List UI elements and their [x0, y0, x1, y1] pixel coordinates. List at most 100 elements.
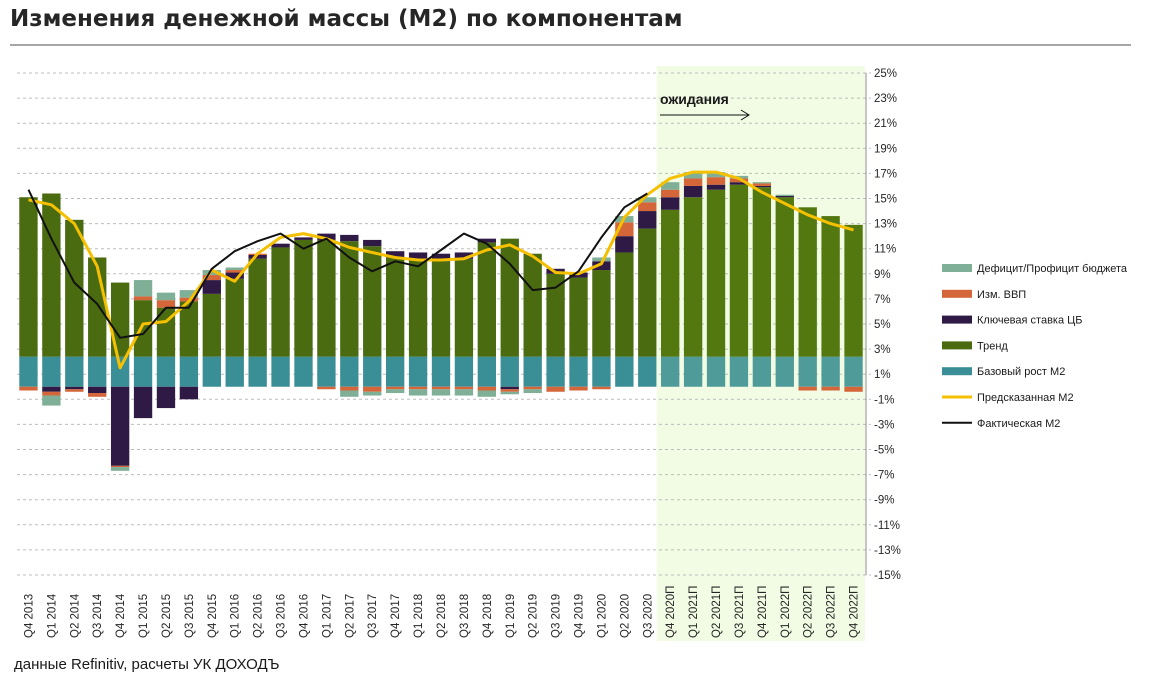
x-tick-label: Q4 2022П — [849, 586, 861, 638]
bar-segment — [683, 197, 703, 357]
bar-segment — [340, 386, 359, 391]
x-tick-label: Q4 2015 — [207, 594, 219, 638]
bar-segment — [821, 356, 840, 387]
bar-segment — [661, 209, 680, 357]
x-tick-label: Q4 2013 — [23, 594, 35, 638]
actual-m2-line — [27, 189, 648, 339]
x-tick-label: Q4 2020П — [665, 586, 677, 638]
title-divider — [10, 44, 1131, 46]
source-note: данные Refinitiv, расчеты УК ДОХОДЪ — [14, 656, 280, 673]
bar-segment — [431, 356, 451, 387]
bar-segment — [156, 386, 176, 409]
bar-segment — [156, 300, 176, 308]
bar-segment — [133, 300, 153, 357]
x-tick-label: Q2 2018 — [436, 594, 448, 638]
bar-segment — [363, 246, 382, 357]
bar-segment — [133, 356, 153, 387]
bar-segment — [431, 386, 451, 390]
bar-segment — [248, 258, 267, 357]
bar-segment — [706, 177, 726, 185]
chart-title: Изменения денежной массы (М2) по компоне… — [10, 6, 683, 32]
bar-segment — [202, 275, 221, 281]
bar-segment — [638, 356, 657, 387]
bar-segment — [729, 182, 749, 185]
bar-segment — [546, 386, 565, 392]
bar-segment — [844, 356, 863, 387]
bar-segment — [385, 251, 405, 258]
bar-segment — [317, 239, 336, 357]
x-tick-label: Q2 2014 — [69, 593, 81, 638]
bar-segment — [385, 257, 405, 357]
annotation-arrow-head — [740, 109, 750, 121]
y-tick-label: -7% — [874, 470, 894, 482]
bar-segment — [294, 356, 313, 387]
bar-segment — [798, 356, 817, 387]
x-tick-label: Q1 2015 — [138, 594, 150, 638]
bar-segment — [179, 301, 199, 357]
bar-segment — [294, 237, 313, 240]
bar-segment — [340, 241, 359, 357]
bar-segment — [42, 193, 61, 357]
bar-segment — [752, 356, 772, 387]
bar-segment — [385, 356, 405, 387]
x-tick-label: Q1 2021П — [688, 586, 700, 638]
bar-segment — [363, 386, 382, 392]
bar-segment — [706, 172, 726, 178]
bar-segment — [775, 356, 794, 387]
bar-segment — [110, 386, 130, 466]
bar-segment — [775, 197, 794, 357]
legend-label: Дефицит/Профицит бюджета — [977, 263, 1128, 275]
bar-segment — [729, 356, 749, 387]
bar-segment — [156, 356, 176, 387]
legend-label: Тренд — [977, 340, 1008, 352]
bar-segment — [454, 356, 474, 387]
bar-segment — [683, 178, 703, 186]
bar-segment — [569, 356, 588, 387]
bar-segment — [317, 356, 336, 387]
bar-segment — [385, 386, 405, 390]
bar-segment — [752, 182, 772, 184]
bar-segment — [317, 233, 336, 240]
y-tick-label: 9% — [874, 269, 891, 281]
x-tick-label: Q2 2022П — [803, 586, 815, 638]
bar-segment — [340, 390, 359, 397]
bar-segment — [225, 272, 244, 279]
bar-segment — [523, 389, 542, 394]
bar-segment — [179, 290, 199, 298]
x-tick-label: Q3 2014 — [92, 593, 104, 638]
bar-segment — [729, 184, 749, 357]
y-tick-label: -9% — [874, 495, 894, 507]
bar-segment — [65, 219, 84, 357]
bar-segment — [592, 261, 611, 271]
bar-segment — [752, 183, 772, 186]
x-tick-label: Q4 2021П — [757, 586, 769, 638]
y-tick-label: 7% — [874, 294, 891, 306]
y-tick-label: -3% — [874, 419, 894, 431]
bar-segment — [615, 356, 634, 387]
bar-segment — [385, 389, 405, 394]
bar-segment — [706, 189, 726, 357]
bar-segment — [798, 386, 817, 391]
bar-segment — [340, 356, 359, 387]
bar-segment — [156, 292, 176, 301]
legend-label: Фактическая М2 — [977, 418, 1060, 430]
bar-segment — [638, 197, 657, 203]
bar-segment — [225, 356, 244, 387]
bar-segment — [65, 389, 84, 392]
y-tick-label: 3% — [874, 344, 891, 356]
bar-segment — [592, 386, 611, 390]
bar-segment — [752, 185, 772, 188]
predicted-m2-line — [28, 170, 854, 370]
bar-segment — [477, 242, 497, 357]
bar-segment — [523, 253, 542, 357]
legend-label: Ключевая ставка ЦБ — [977, 315, 1083, 327]
bar-segment — [363, 356, 382, 387]
bar-segment — [454, 389, 474, 396]
bar-segment — [42, 356, 61, 387]
bar-segment — [271, 243, 290, 248]
bar-segment — [775, 194, 794, 196]
y-tick-label: -1% — [874, 394, 894, 406]
x-tick-label: Q2 2016 — [253, 594, 265, 638]
bar-segment — [661, 356, 680, 387]
